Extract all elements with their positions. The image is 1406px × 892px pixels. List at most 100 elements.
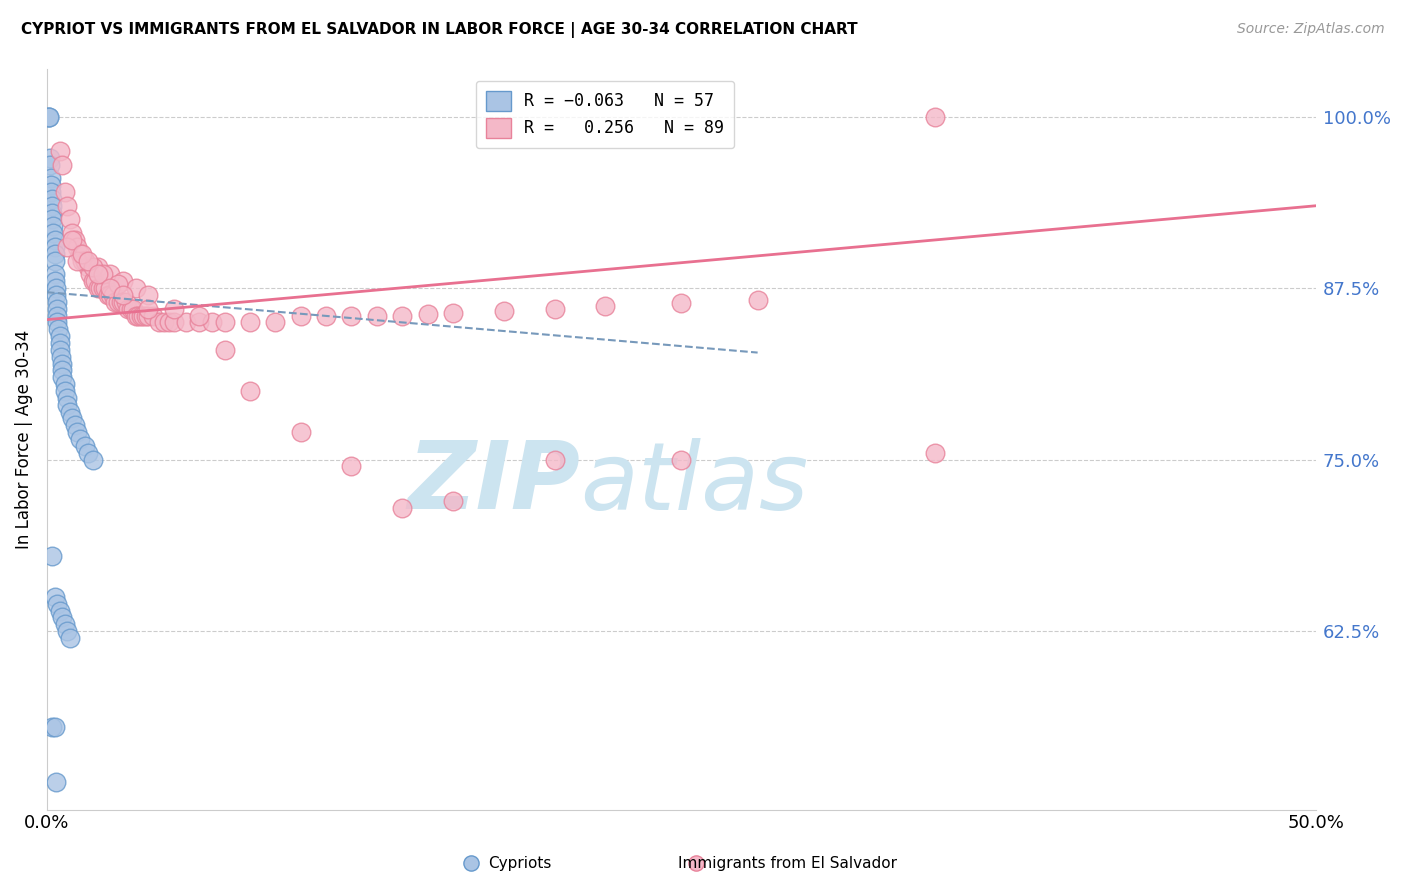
Point xyxy=(94,281,117,295)
Point xyxy=(112,288,135,302)
Point xyxy=(98,281,121,295)
Point xyxy=(117,301,139,316)
Text: atlas: atlas xyxy=(579,438,808,529)
Point xyxy=(53,617,76,632)
Point xyxy=(73,253,96,268)
Point xyxy=(56,624,79,639)
Point xyxy=(39,178,62,193)
Point xyxy=(91,281,114,295)
Point xyxy=(127,309,149,323)
Point xyxy=(543,301,565,316)
Point xyxy=(188,309,211,323)
Point xyxy=(38,110,60,124)
Point xyxy=(44,233,66,247)
Point xyxy=(42,226,65,240)
Point xyxy=(59,404,82,418)
Point xyxy=(125,309,148,323)
Point xyxy=(152,315,174,329)
Point xyxy=(595,299,617,313)
Point xyxy=(59,631,82,645)
Point xyxy=(53,377,76,392)
Point xyxy=(290,425,312,439)
Point xyxy=(135,309,157,323)
Point xyxy=(69,247,91,261)
Point xyxy=(51,357,73,371)
Point xyxy=(37,110,59,124)
Text: Immigrants from El Salvador: Immigrants from El Salvador xyxy=(678,856,897,871)
Point xyxy=(82,452,104,467)
Point xyxy=(86,260,108,275)
Point xyxy=(112,294,135,309)
Point xyxy=(45,288,67,302)
Legend: R = −0.063   N = 57, R =   0.256   N = 89: R = −0.063 N = 57, R = 0.256 N = 89 xyxy=(477,80,734,148)
Point xyxy=(76,253,98,268)
Point xyxy=(91,268,114,282)
Point xyxy=(264,315,287,329)
Point xyxy=(73,439,96,453)
Point xyxy=(101,288,124,302)
Point xyxy=(39,158,62,172)
Point xyxy=(685,856,707,871)
Point xyxy=(66,253,89,268)
Point xyxy=(44,268,66,282)
Text: Source: ZipAtlas.com: Source: ZipAtlas.com xyxy=(1237,22,1385,37)
Point xyxy=(44,253,66,268)
Point xyxy=(59,212,82,227)
Point xyxy=(60,233,83,247)
Point xyxy=(157,315,180,329)
Point xyxy=(671,296,693,310)
Point xyxy=(132,309,155,323)
Point xyxy=(39,151,62,165)
Point xyxy=(48,603,70,617)
Point xyxy=(460,856,482,871)
Point xyxy=(63,233,86,247)
Point xyxy=(290,309,312,323)
Point xyxy=(42,219,65,234)
Point xyxy=(73,253,96,268)
Point xyxy=(39,171,62,186)
Point xyxy=(441,306,464,320)
Point xyxy=(82,260,104,275)
Point xyxy=(129,309,152,323)
Point xyxy=(391,500,413,515)
Point xyxy=(201,315,224,329)
Point xyxy=(114,294,136,309)
Point xyxy=(176,315,198,329)
Point xyxy=(148,315,170,329)
Point xyxy=(79,268,101,282)
Point xyxy=(46,597,69,611)
Point xyxy=(44,247,66,261)
Point xyxy=(45,775,67,789)
Point xyxy=(142,309,165,323)
Point xyxy=(122,301,145,316)
Point xyxy=(138,301,160,316)
Point xyxy=(340,309,363,323)
Point xyxy=(48,144,70,158)
Point xyxy=(53,185,76,199)
Point xyxy=(86,268,108,282)
Point xyxy=(46,309,69,323)
Point xyxy=(366,309,388,323)
Point xyxy=(188,315,211,329)
Point xyxy=(104,294,127,309)
Point xyxy=(120,301,142,316)
Point xyxy=(239,384,262,398)
Point xyxy=(53,384,76,398)
Point xyxy=(48,343,70,357)
Point xyxy=(48,335,70,350)
Point xyxy=(49,350,72,364)
Point xyxy=(46,294,69,309)
Text: Cypriots: Cypriots xyxy=(488,856,553,871)
Point xyxy=(41,212,63,227)
Point xyxy=(41,199,63,213)
Point xyxy=(89,281,111,295)
Point xyxy=(60,411,83,425)
Point xyxy=(214,343,236,357)
Text: CYPRIOT VS IMMIGRANTS FROM EL SALVADOR IN LABOR FORCE | AGE 30-34 CORRELATION CH: CYPRIOT VS IMMIGRANTS FROM EL SALVADOR I… xyxy=(21,22,858,38)
Point xyxy=(747,293,769,308)
Point xyxy=(60,226,83,240)
Point xyxy=(492,304,515,318)
Point xyxy=(45,281,67,295)
Point xyxy=(138,288,160,302)
Point xyxy=(214,315,236,329)
